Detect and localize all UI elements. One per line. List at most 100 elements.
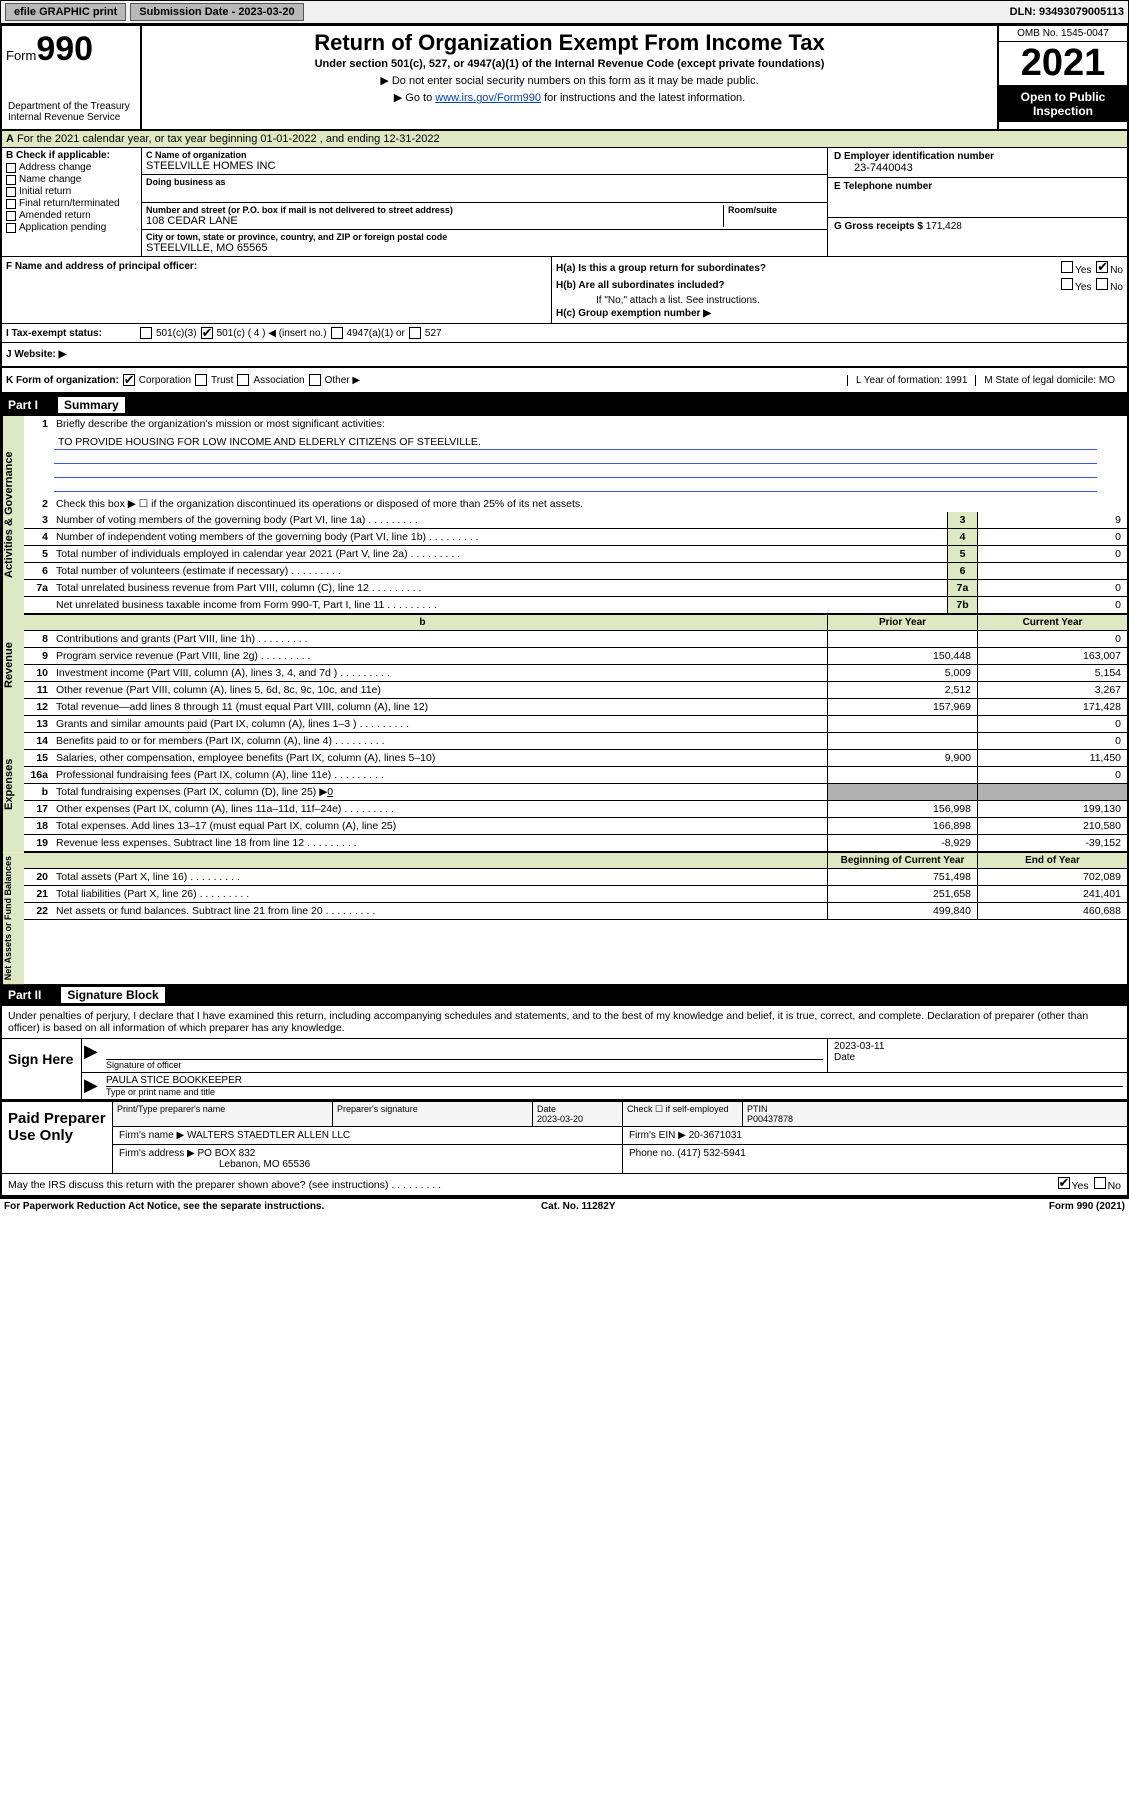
l20: Total assets (Part X, line 16)	[52, 869, 827, 885]
dln-text: DLN: 93493079005113	[1010, 6, 1124, 18]
line3-val: 9	[977, 512, 1127, 528]
phone-value: (417) 532-5941	[677, 1148, 745, 1159]
may-irs-yes-box[interactable]	[1058, 1177, 1070, 1189]
l12: Total revenue—add lines 8 through 11 (mu…	[52, 699, 827, 715]
hdr-beg: Beginning of Current Year	[827, 853, 977, 868]
efile-print-button[interactable]: efile GRAPHIC print	[5, 3, 126, 21]
l8: Contributions and grants (Part VIII, lin…	[52, 631, 827, 647]
phone-label: Phone no.	[629, 1148, 675, 1159]
check-b-header: B Check if applicable:	[6, 150, 137, 161]
k-label: K Form of organization:	[6, 375, 119, 386]
line4-text: Number of independent voting members of …	[52, 529, 947, 545]
hb-no-box[interactable]	[1096, 278, 1108, 290]
status-527-box[interactable]	[409, 327, 421, 339]
l14: Benefits paid to or for members (Part IX…	[52, 733, 827, 749]
side-governance: Activities & Governance	[2, 416, 24, 614]
line5-text: Total number of individuals employed in …	[52, 546, 947, 562]
l17: Other expenses (Part IX, column (A), lin…	[52, 801, 827, 817]
k-other-box[interactable]	[309, 374, 321, 386]
ha-label: H(a) Is this a group return for subordin…	[556, 263, 766, 274]
paid-h1: Print/Type preparer's name	[113, 1102, 333, 1126]
tel-label: E Telephone number	[834, 181, 1121, 192]
firm-addr: PO BOX 832	[198, 1148, 256, 1159]
l-year-formation: L Year of formation: 1991	[847, 375, 975, 386]
part1-num: Part I	[8, 398, 38, 412]
firm-city: Lebanon, MO 65536	[119, 1159, 310, 1170]
dept-label: Department of the Treasury Internal Reve…	[6, 99, 136, 125]
side-net-assets: Net Assets or Fund Balances	[2, 852, 24, 984]
l10: Investment income (Part VIII, column (A)…	[52, 665, 827, 681]
org-name: STEELVILLE HOMES INC	[146, 160, 823, 172]
k-corp-box[interactable]	[123, 374, 135, 386]
l9: Program service revenue (Part VIII, line…	[52, 648, 827, 664]
paid-h2: Preparer's signature	[333, 1102, 533, 1126]
hc-label: H(c) Group exemption number ▶	[556, 308, 711, 319]
addr-label: Number and street (or P.O. box if mail i…	[146, 205, 723, 215]
status-501c3-box[interactable]	[140, 327, 152, 339]
k-trust-box[interactable]	[195, 374, 207, 386]
line3-text: Number of voting members of the governin…	[52, 512, 947, 528]
l16a: Professional fundraising fees (Part IX, …	[52, 767, 827, 783]
part2-num: Part II	[8, 988, 41, 1002]
check-address-change[interactable]	[6, 163, 16, 173]
side-expenses: Expenses	[2, 716, 24, 852]
line6-val	[977, 563, 1127, 579]
firm-ein-label: Firm's EIN ▶	[629, 1130, 686, 1141]
footer-cat: Cat. No. 11282Y	[541, 1201, 615, 1212]
may-irs-no-box[interactable]	[1094, 1177, 1106, 1189]
sig-date-label: Date	[834, 1052, 1121, 1063]
ha-no-box[interactable]	[1096, 261, 1108, 273]
form-number: Form990	[6, 30, 136, 69]
check-amended[interactable]	[6, 211, 16, 221]
ein-value: 23-7440043	[834, 162, 1121, 174]
footer-right: Form 990 (2021)	[1049, 1201, 1125, 1212]
hb-note: If "No," attach a list. See instructions…	[556, 295, 1123, 306]
tax-year: 2021	[999, 42, 1127, 86]
tax-status-label: I Tax-exempt status:	[6, 328, 136, 339]
dba-label: Doing business as	[146, 177, 823, 187]
status-4947-box[interactable]	[331, 327, 343, 339]
hdr-curr: Current Year	[977, 615, 1127, 630]
check-app-pending[interactable]	[6, 223, 16, 233]
paid-preparer-label: Paid Preparer Use Only	[2, 1102, 112, 1173]
org-address: 108 CEDAR LANE	[146, 215, 723, 227]
hb-label: H(b) Are all subordinates included?	[556, 280, 725, 291]
form-title: Return of Organization Exempt From Incom…	[150, 30, 989, 56]
hdr-end: End of Year	[977, 853, 1127, 868]
form-subtitle: Under section 501(c), 527, or 4947(a)(1)…	[150, 58, 989, 70]
l21: Total liabilities (Part X, line 26)	[52, 886, 827, 902]
submission-date: Submission Date - 2023-03-20	[130, 3, 303, 21]
tax-year-line: A For the 2021 calendar year, or tax yea…	[2, 131, 1127, 148]
l22: Net assets or fund balances. Subtract li…	[52, 903, 827, 919]
line4-val: 0	[977, 529, 1127, 545]
line5-val: 0	[977, 546, 1127, 562]
part2-title: Signature Block	[61, 987, 164, 1003]
ha-yes-box[interactable]	[1061, 261, 1073, 273]
org-name-label: C Name of organization	[146, 150, 823, 160]
l19: Revenue less expenses. Subtract line 18 …	[52, 835, 827, 851]
sig-arrow-icon: ▶	[82, 1073, 102, 1099]
k-assoc-box[interactable]	[237, 374, 249, 386]
check-initial-return[interactable]	[6, 187, 16, 197]
irs-link[interactable]: www.irs.gov/Form990	[435, 92, 541, 104]
check-final-return[interactable]	[6, 199, 16, 209]
may-irs-text: May the IRS discuss this return with the…	[8, 1179, 441, 1191]
sig-date: 2023-03-11	[834, 1041, 1121, 1052]
hb-yes-box[interactable]	[1061, 278, 1073, 290]
l18: Total expenses. Add lines 13–17 (must eq…	[52, 818, 827, 834]
check-name-change[interactable]	[6, 175, 16, 185]
l11: Other revenue (Part VIII, column (A), li…	[52, 682, 827, 698]
sig-declaration: Under penalties of perjury, I declare th…	[2, 1006, 1127, 1039]
m-state-domicile: M State of legal domicile: MO	[975, 375, 1123, 386]
line7b-val: 0	[977, 597, 1127, 613]
l16b: Total fundraising expenses (Part IX, col…	[52, 784, 827, 800]
org-city: STEELVILLE, MO 65565	[146, 242, 823, 254]
ein-label: D Employer identification number	[834, 151, 1121, 162]
l15: Salaries, other compensation, employee b…	[52, 750, 827, 766]
line1-text: Briefly describe the organization's miss…	[52, 416, 1127, 432]
firm-ein: 20-3671031	[689, 1130, 742, 1141]
status-501c-box[interactable]	[201, 327, 213, 339]
footer-left: For Paperwork Reduction Act Notice, see …	[4, 1201, 324, 1212]
note-ssn: ▶ Do not enter social security numbers o…	[150, 74, 989, 87]
open-public-badge: Open to Public Inspection	[999, 86, 1127, 122]
